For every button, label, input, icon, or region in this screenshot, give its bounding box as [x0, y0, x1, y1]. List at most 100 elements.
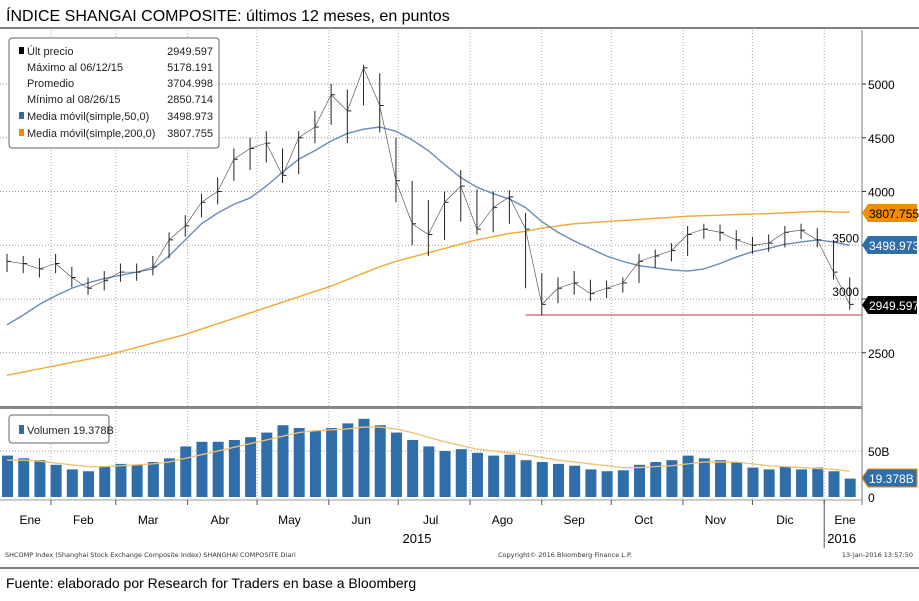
price-segment	[687, 228, 704, 235]
volume-bar	[228, 439, 240, 497]
price-segment	[363, 67, 381, 106]
last-price-tag: 2949.597	[862, 296, 919, 314]
price-segment	[71, 277, 89, 289]
volume-bar	[374, 425, 386, 497]
volume-bar	[779, 466, 791, 497]
price-segment	[590, 287, 607, 294]
volume-bar	[66, 469, 78, 497]
price-segment	[249, 142, 267, 149]
legend-value: 3807.755	[167, 128, 213, 140]
price-segment	[800, 229, 818, 241]
footer-copyright: Copyright© 2016 Bloomberg Finance L.P.	[498, 551, 632, 559]
legend-label: Promedio	[27, 78, 74, 90]
price-segment	[201, 191, 218, 203]
price-segment	[768, 232, 786, 244]
legend-value: 2949.597	[167, 46, 213, 58]
month-label: Oct	[634, 513, 653, 527]
volume-tick-label: 0	[868, 491, 875, 505]
volume-bar	[34, 460, 46, 497]
price-segment	[671, 234, 688, 251]
volume-bar	[293, 428, 305, 497]
volume-bar	[390, 432, 402, 497]
panel-separator	[0, 406, 862, 409]
price-segment	[525, 229, 543, 305]
legend-label: Media móvil(simple,200,0)	[27, 128, 155, 140]
volume-bar	[455, 449, 467, 497]
ma200-tag: 3807.755	[862, 204, 919, 222]
price-segment	[557, 282, 575, 289]
price-segment	[233, 148, 251, 160]
volume-bar	[245, 437, 257, 497]
price-segment	[55, 263, 73, 278]
price-segment	[379, 105, 397, 181]
price-segment	[347, 67, 364, 111]
month-label: Feb	[73, 513, 94, 527]
volume-legend: Volumen 19.378B	[8, 414, 114, 444]
price-segment	[104, 271, 121, 281]
month-label: Jun	[352, 513, 371, 527]
price-segment	[395, 180, 413, 224]
last-price-swatch	[19, 47, 24, 54]
volume-bar	[309, 430, 321, 497]
price-segment	[606, 282, 623, 289]
price-segment	[314, 94, 332, 128]
ma50-swatch	[19, 112, 24, 119]
price-segment	[282, 137, 299, 176]
legend-value: 3498.973	[167, 111, 213, 123]
price-segment	[185, 202, 202, 227]
volume-bar	[342, 423, 354, 497]
volume-bar	[358, 418, 370, 497]
month-label: Ene	[19, 513, 41, 527]
volume-bar	[812, 467, 824, 497]
price-segment	[87, 280, 105, 289]
price-segment	[168, 225, 186, 241]
price-segment	[152, 239, 170, 267]
price-legend: Últ precio 2949.597 Máximo al 06/12/15 5…	[8, 37, 220, 149]
price-segment	[833, 271, 850, 305]
source-note: Fuente: elaborado por Research for Trade…	[6, 575, 416, 591]
volume-panel	[2, 418, 856, 497]
volume-bar	[536, 462, 548, 497]
price-segment	[136, 266, 153, 273]
month-label: Ene	[834, 513, 856, 527]
volume-bar	[796, 469, 808, 497]
volume-bar	[277, 425, 289, 497]
volume-bar	[50, 464, 62, 497]
month-label: Mar	[138, 513, 159, 527]
volume-bar	[212, 441, 224, 497]
price-segment	[330, 94, 348, 112]
price-segment	[784, 229, 802, 233]
legend-value: 2850.714	[167, 94, 213, 106]
legend-label: Máximo al 06/12/15	[27, 62, 123, 74]
price-tick-label: 5000	[868, 78, 895, 92]
volume-bar	[698, 458, 710, 497]
year-label: 2015	[403, 531, 432, 546]
volume-bar	[828, 471, 840, 497]
volume-tag-value: 19.378B	[869, 472, 914, 486]
price-segment	[39, 263, 56, 270]
volume-bar	[520, 460, 532, 497]
price-segment	[266, 142, 283, 176]
volume-tick-label: 50B	[868, 445, 889, 459]
volume-bar	[2, 455, 13, 497]
volume-bar	[634, 464, 646, 497]
volume-bar	[407, 439, 419, 497]
price-panel	[6, 64, 862, 377]
volume-bar	[196, 441, 208, 497]
volume-bar	[650, 462, 662, 497]
month-label: Abr	[211, 513, 230, 527]
price-tick-label: 3000	[832, 285, 859, 299]
price-segment	[460, 186, 478, 230]
volume-bar	[488, 455, 500, 497]
volume-bar	[326, 428, 338, 497]
price-segment	[428, 202, 445, 235]
price-segment	[23, 263, 40, 270]
price-segment	[703, 228, 721, 233]
last-price-tag-value: 2949.597	[869, 299, 919, 313]
volume-bar	[731, 462, 743, 497]
price-segment	[298, 126, 316, 138]
price-segment	[6, 261, 24, 264]
volume-bar	[617, 470, 629, 497]
volume-bar	[99, 466, 111, 497]
axes: 2500 3000 3500 4000 4500 5000 0 50B Ene Feb Mar Abr…	[0, 30, 895, 548]
